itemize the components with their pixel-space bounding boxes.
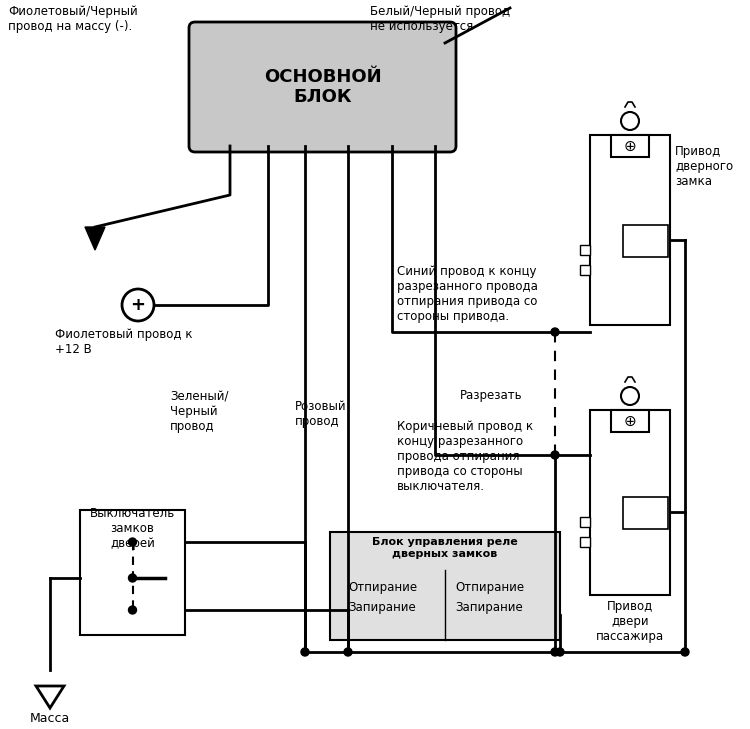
Text: ОСНОВНОЙ
БЛОК: ОСНОВНОЙ БЛОК: [264, 68, 381, 106]
Bar: [611, 410, 649, 432]
Bar: [623, 497, 668, 529]
Circle shape: [551, 648, 559, 656]
Bar: [590, 135, 670, 325]
Circle shape: [551, 328, 559, 336]
Circle shape: [556, 648, 564, 656]
Text: Запирание: Запирание: [348, 601, 416, 614]
Text: Запирание: Запирание: [455, 601, 523, 614]
Text: Отпирание: Отпирание: [455, 580, 524, 593]
Circle shape: [128, 606, 136, 614]
Bar: [330, 532, 560, 640]
Circle shape: [681, 648, 689, 656]
Bar: [580, 265, 590, 275]
Circle shape: [128, 538, 136, 546]
Text: +: +: [130, 296, 146, 314]
Text: ⊕: ⊕: [624, 139, 636, 154]
Text: Синий провод к концу
разрезанного провода
отпирания привода со
стороны привода.: Синий провод к концу разрезанного провод…: [397, 265, 538, 323]
Text: Масса: Масса: [30, 712, 70, 725]
Text: Розовый
провод: Розовый провод: [295, 400, 346, 428]
Bar: [611, 135, 649, 157]
Text: Разрезать: Разрезать: [460, 389, 523, 402]
Text: Зеленый/
Черный
провод: Зеленый/ Черный провод: [170, 390, 229, 433]
Circle shape: [344, 648, 352, 656]
Bar: [580, 517, 590, 527]
Circle shape: [128, 574, 136, 582]
Text: Белый/Черный провод
не используется: Белый/Черный провод не используется: [370, 5, 510, 33]
Bar: [590, 410, 670, 595]
Bar: [580, 537, 590, 547]
Polygon shape: [85, 227, 105, 250]
Circle shape: [301, 648, 309, 656]
Text: Отпирание: Отпирание: [348, 580, 417, 593]
Text: ⊕: ⊕: [624, 413, 636, 429]
Text: Выключатель
замков
дверей: Выключатель замков дверей: [90, 507, 175, 550]
Bar: [580, 245, 590, 255]
Text: Привод
двери
пассажира: Привод двери пассажира: [596, 600, 664, 643]
FancyBboxPatch shape: [189, 22, 456, 152]
Bar: [623, 225, 668, 257]
Text: Фиолетовый провод к
+12 В: Фиолетовый провод к +12 В: [55, 328, 193, 356]
Text: Фиолетовый/Черный
провод на массу (-).: Фиолетовый/Черный провод на массу (-).: [8, 5, 138, 33]
Text: Привод
дверного
замка: Привод дверного замка: [675, 145, 733, 188]
Circle shape: [551, 451, 559, 459]
Polygon shape: [36, 686, 64, 708]
Bar: [80, 510, 185, 635]
Text: Коричневый провод к
концу разрезанного
провода отпирания
привода со стороны
выкл: Коричневый провод к концу разрезанного п…: [397, 420, 533, 493]
Text: Блок управления реле
дверных замков: Блок управления реле дверных замков: [372, 537, 518, 558]
